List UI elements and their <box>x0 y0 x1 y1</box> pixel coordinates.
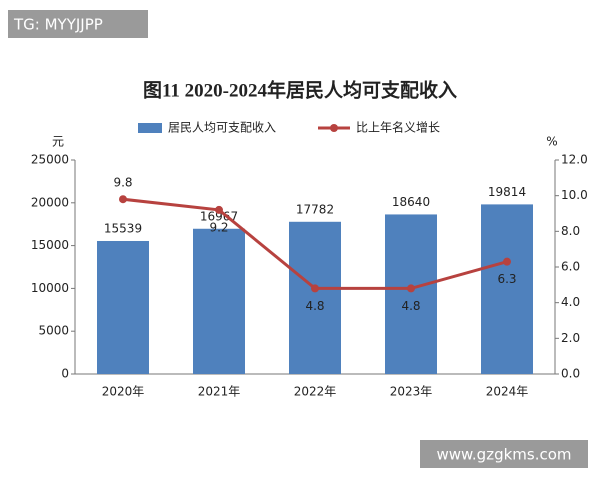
line-value-label: 9.8 <box>113 176 132 190</box>
watermark: www.gzgkms.com <box>436 446 571 464</box>
bar <box>385 214 437 374</box>
x-tick-label: 2022年 <box>294 385 337 399</box>
y2-tick-label: 10.0 <box>561 188 588 202</box>
bar <box>289 221 341 374</box>
bar <box>97 240 149 374</box>
watermark-box <box>8 10 148 38</box>
legend-swatch <box>330 124 338 132</box>
chart-title: 图11 2020-2024年居民人均可支配收入 <box>143 78 457 101</box>
x-tick-label: 2023年 <box>390 385 433 399</box>
y2-tick-label: 0.0 <box>561 367 580 381</box>
line-marker <box>311 284 319 293</box>
line-marker <box>215 205 223 214</box>
y-tick-label: 25000 <box>31 153 69 167</box>
bar-value-label: 16967 <box>200 209 238 223</box>
watermark-box <box>420 440 588 468</box>
y-tick-label: 0 <box>61 367 69 381</box>
x-tick-label: 2024年 <box>486 385 529 399</box>
y2-tick-label: 6.0 <box>561 260 580 274</box>
line-value-label: 4.8 <box>401 299 420 313</box>
x-tick-label: 2020年 <box>102 385 145 399</box>
legend-swatch <box>138 123 162 133</box>
y2-tick-label: 8.0 <box>561 224 580 238</box>
bar <box>193 228 245 374</box>
y2-tick-label: 12.0 <box>561 153 588 167</box>
x-tick-label: 2021年 <box>198 385 241 399</box>
legend-label: 比上年名义增长 <box>356 120 440 135</box>
legend-label: 居民人均可支配收入 <box>168 121 276 135</box>
line-marker <box>407 284 415 293</box>
y-tick-label: 20000 <box>31 195 69 209</box>
line-value-label: 4.8 <box>305 299 324 313</box>
watermark: TG: MYYJJPP <box>13 16 103 34</box>
y-axis-unit: 元 <box>52 135 64 149</box>
y-tick-label: 5000 <box>38 324 69 338</box>
bar <box>481 204 533 374</box>
line-marker <box>503 257 511 266</box>
y2-axis-unit: % <box>546 135 557 149</box>
line-marker <box>119 195 127 204</box>
y-tick-label: 10000 <box>31 281 69 295</box>
bar-value-label: 15539 <box>104 221 142 235</box>
line-value-label: 6.3 <box>497 272 516 286</box>
line-value-label: 9.2 <box>209 220 228 234</box>
y2-tick-label: 4.0 <box>561 295 580 309</box>
bar-value-label: 18640 <box>392 195 430 209</box>
y-tick-label: 15000 <box>31 238 69 252</box>
y2-tick-label: 2.0 <box>561 331 580 345</box>
bar-value-label: 17782 <box>296 202 334 216</box>
bar-value-label: 19814 <box>488 185 526 199</box>
